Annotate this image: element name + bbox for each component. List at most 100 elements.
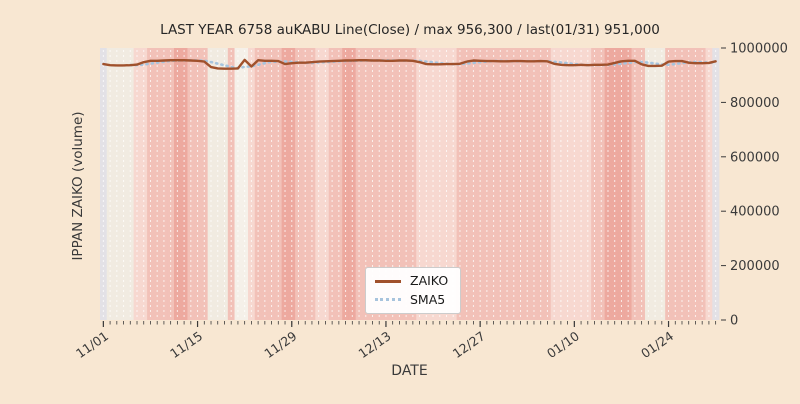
day-stripe (631, 48, 639, 320)
y-tick-label: 1000000 (730, 42, 788, 57)
day-stripe (611, 48, 619, 320)
day-stripe (382, 48, 390, 320)
day-stripe (180, 48, 188, 320)
legend-item-sma5: SMA5 (375, 291, 448, 307)
day-stripe (644, 48, 653, 320)
sma5-line-swatch (375, 298, 401, 302)
day-stripe (443, 48, 451, 320)
legend-item-zaiko: ZAIKO (375, 273, 449, 288)
y-tick-label: 800000 (730, 96, 780, 111)
day-stripe (174, 48, 182, 320)
day-stripe (113, 48, 121, 320)
day-stripe (550, 48, 558, 320)
day-stripe (483, 48, 491, 320)
day-stripe (678, 48, 686, 320)
day-stripe (248, 48, 256, 320)
day-stripe (638, 48, 646, 320)
day-stripe (564, 48, 572, 320)
day-stripe (261, 48, 269, 320)
day-stripe (234, 48, 242, 320)
day-stripe (147, 48, 155, 320)
day-stripe (106, 48, 114, 320)
day-stripe (268, 48, 276, 320)
day-stripe (348, 48, 357, 320)
x-tick-label: 11/01 (73, 328, 111, 361)
x-axis-label: DATE (391, 363, 428, 379)
day-stripe (342, 48, 350, 320)
day-stripe (126, 48, 135, 320)
day-stripe (200, 48, 209, 320)
day-stripe (456, 48, 464, 320)
day-stripe (490, 48, 498, 320)
zaiko-line-swatch (375, 279, 401, 283)
day-stripe (544, 48, 552, 320)
day-stripe (537, 48, 545, 320)
day-stripe (288, 48, 296, 320)
day-stripe (577, 48, 585, 320)
day-stripe (322, 48, 330, 320)
day-stripe (308, 48, 316, 320)
day-stripe (207, 48, 215, 320)
day-stripe (712, 48, 720, 320)
day-stripe (470, 48, 478, 320)
day-stripe (658, 48, 666, 320)
day-stripe (100, 48, 108, 320)
day-stripe (369, 48, 377, 320)
day-stripe (187, 48, 195, 320)
legend-label-sma5: SMA5 (410, 291, 446, 307)
day-stripe (375, 48, 383, 320)
day-stripe (665, 48, 673, 320)
day-stripe (160, 48, 168, 320)
day-stripe (624, 48, 632, 320)
x-tick-label: 11/29 (261, 328, 299, 361)
day-stripe (557, 48, 565, 320)
day-stripe (133, 48, 141, 320)
day-stripe (409, 48, 417, 320)
legend: ZAIKO SMA5 (365, 267, 462, 314)
day-stripe (510, 48, 518, 320)
day-stripe (227, 48, 235, 320)
day-stripe (214, 48, 222, 320)
zaiko-line (102, 58, 717, 70)
day-stripe (301, 48, 309, 320)
day-stripe (335, 48, 343, 320)
day-stripe (429, 48, 437, 320)
day-stripe (523, 48, 532, 320)
day-stripe (651, 48, 659, 320)
day-stripe (570, 48, 579, 320)
day-stripe (315, 48, 323, 320)
y-tick-label: 200000 (730, 259, 780, 274)
day-stripe (120, 48, 128, 320)
day-stripe (402, 48, 410, 320)
day-stripe (221, 48, 229, 320)
day-stripe (281, 48, 289, 320)
x-tick-label: 11/15 (167, 328, 205, 361)
x-tick-label: 12/13 (356, 328, 394, 361)
day-stripe (604, 48, 612, 320)
x-tick-label: 01/10 (544, 328, 582, 361)
day-stripe (295, 48, 303, 320)
day-stripe (685, 48, 693, 320)
day-stripe (241, 48, 249, 320)
day-stripe (449, 48, 457, 320)
day-stripe (705, 48, 713, 320)
day-stripe (328, 48, 336, 320)
x-tick-label: 01/24 (638, 328, 676, 361)
legend-label-zaiko: ZAIKO (410, 273, 449, 288)
x-tick-label: 12/27 (450, 328, 488, 361)
day-stripe (698, 48, 706, 320)
day-stripe (274, 48, 283, 320)
y-tick-label: 0 (730, 314, 738, 329)
day-stripe (496, 48, 505, 320)
y-tick-label: 600000 (730, 150, 780, 165)
day-stripe (436, 48, 444, 320)
day-stripe (591, 48, 599, 320)
day-stripe (530, 48, 538, 320)
day-stripe (671, 48, 680, 320)
day-stripe (584, 48, 592, 320)
day-stripe (597, 48, 606, 320)
sma5-line (128, 59, 717, 70)
day-stripe (396, 48, 404, 320)
